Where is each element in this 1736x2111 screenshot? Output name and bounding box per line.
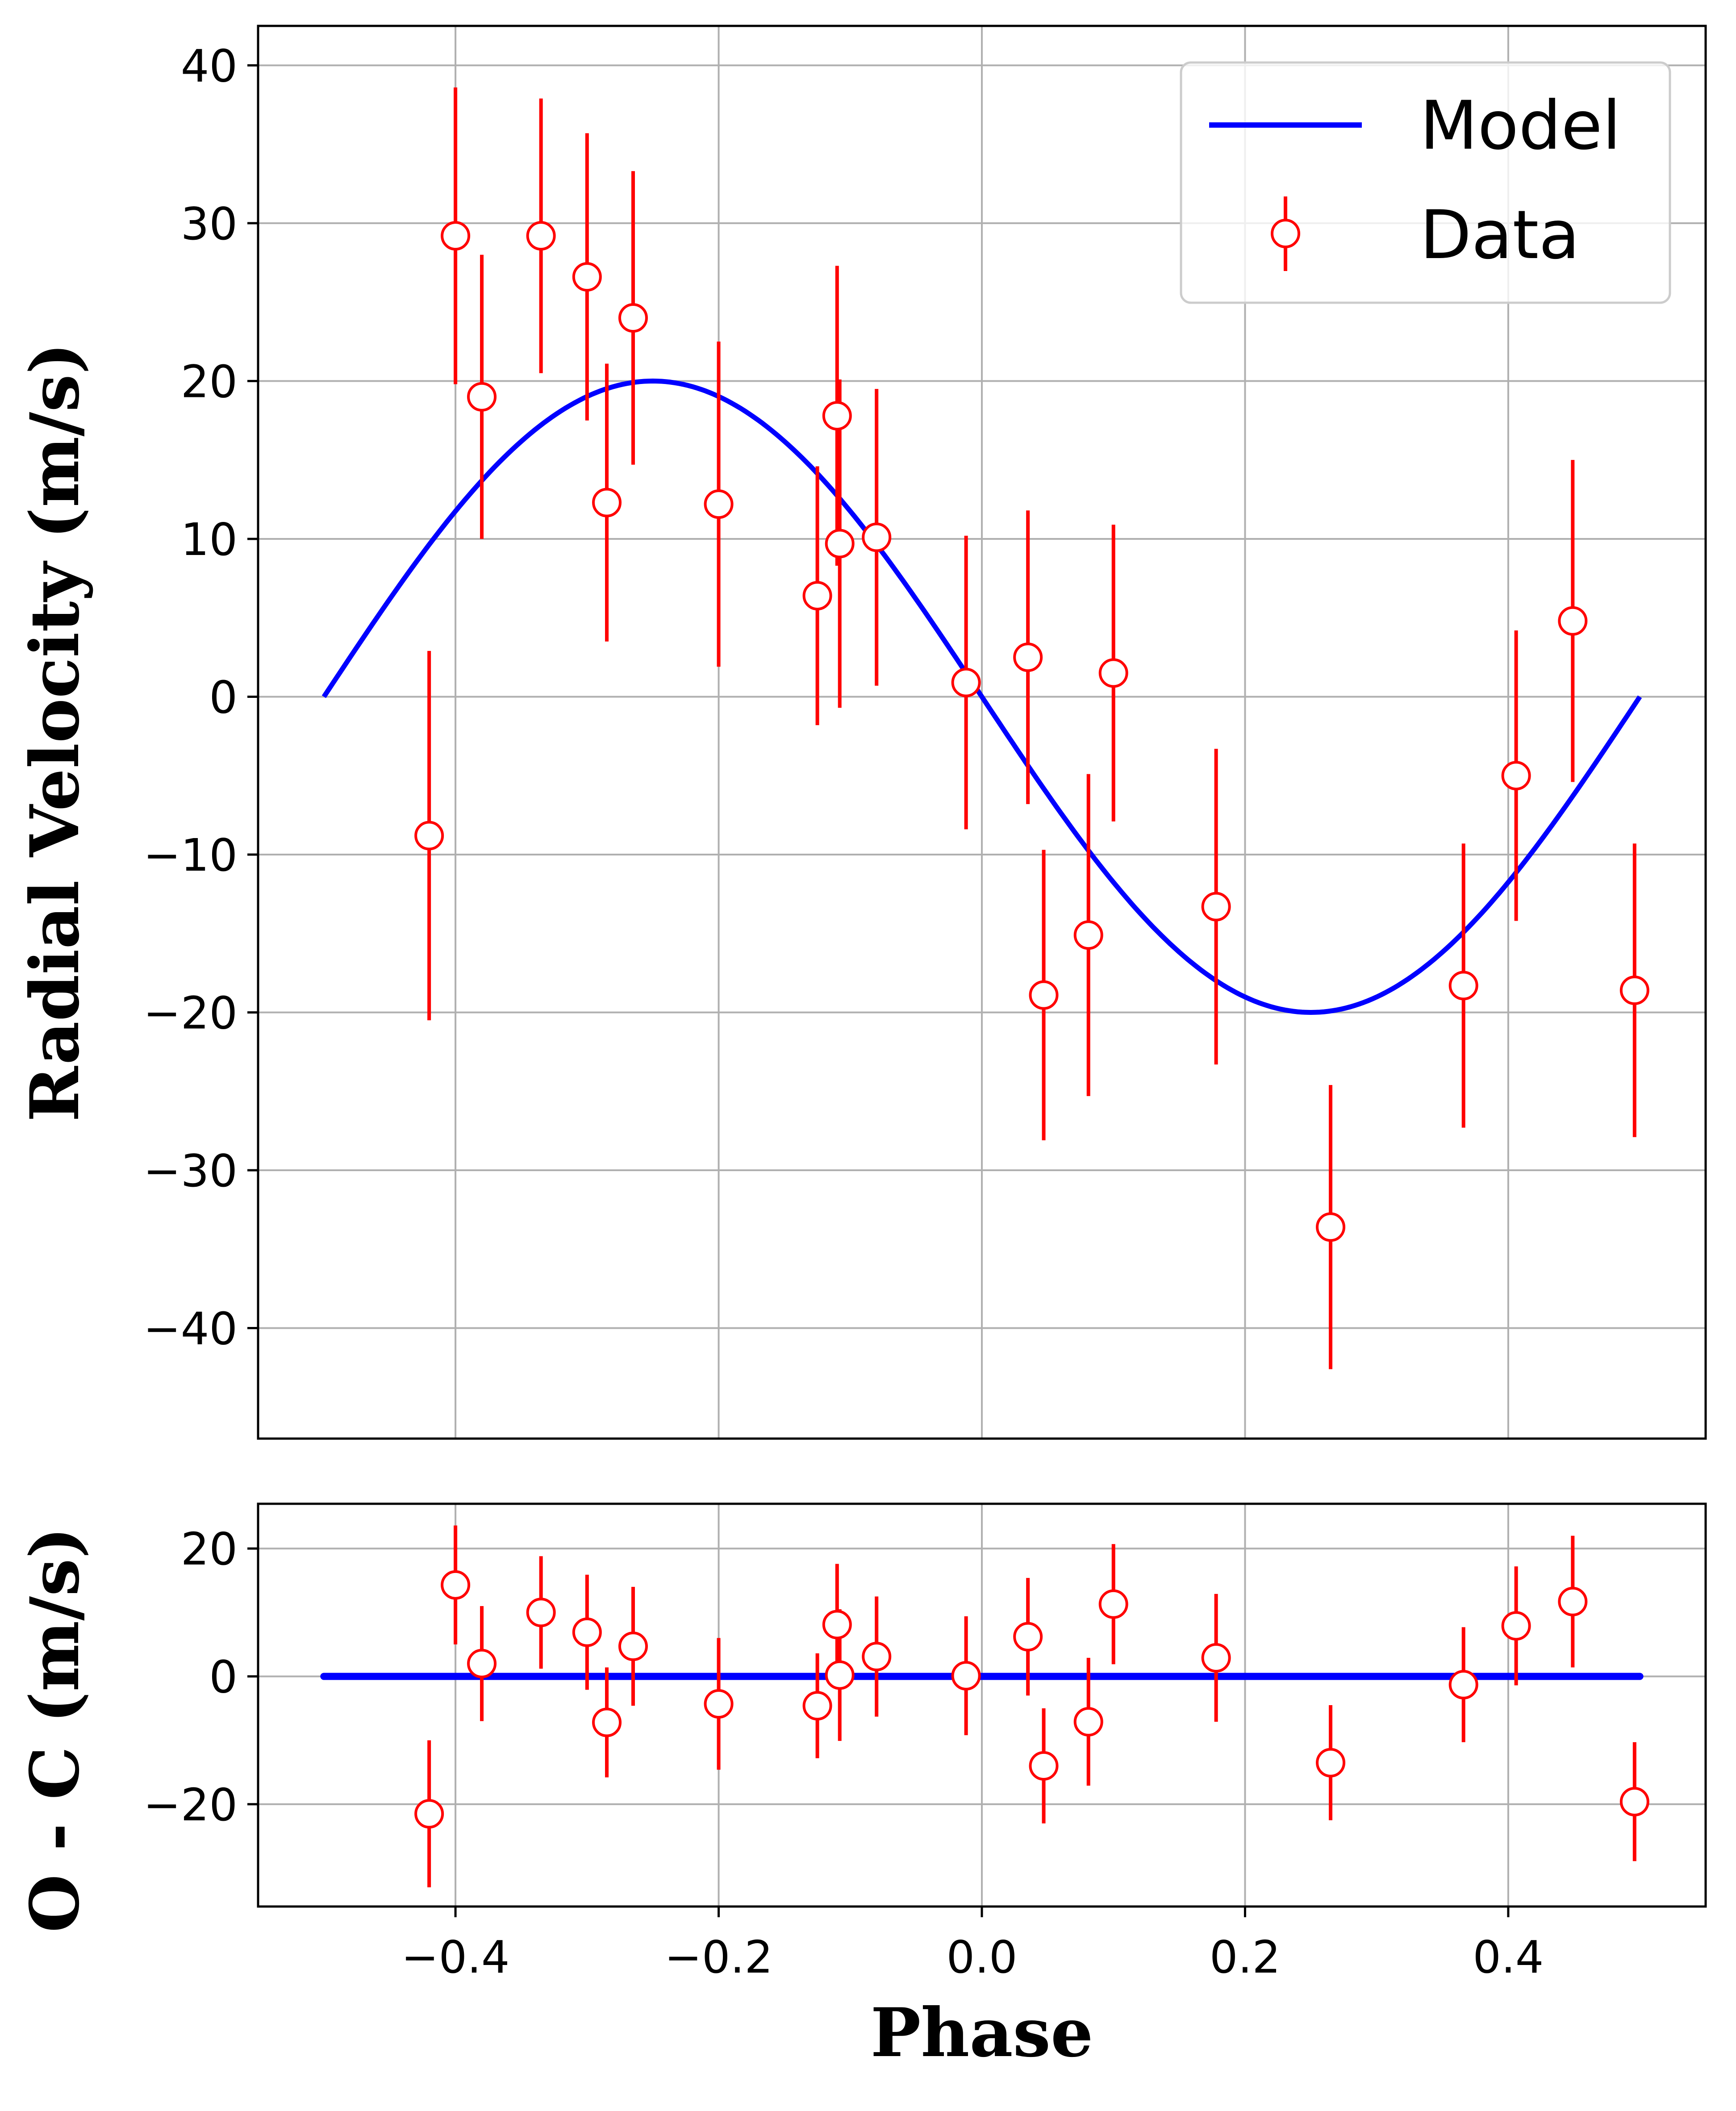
top-y-tick-label: 20 — [181, 355, 238, 408]
residual-point-marker — [1073, 1707, 1103, 1737]
data-point-marker — [1098, 658, 1128, 688]
data-point-marker — [1073, 920, 1103, 950]
top-y-tick-label: 0 — [209, 671, 238, 723]
x-tick-label: 0.0 — [946, 1931, 1017, 1983]
x-tick-label: −0.2 — [664, 1931, 773, 1983]
residual-point-marker — [802, 1691, 832, 1721]
x-tick-label: −0.4 — [401, 1931, 510, 1983]
data-point-marker — [951, 668, 981, 697]
legend-data-marker — [1271, 219, 1300, 248]
data-point-marker — [704, 489, 734, 519]
residual-points-layer — [414, 1525, 1649, 1888]
residual-point-marker — [1201, 1643, 1231, 1673]
data-point-marker — [1501, 761, 1531, 791]
legend-label-model: Model — [1420, 87, 1621, 165]
data-point-marker — [1558, 606, 1588, 636]
x-tick-label: 0.4 — [1473, 1931, 1544, 1983]
top-y-tick-label: −30 — [143, 1145, 238, 1197]
residual-point-marker — [1029, 1751, 1059, 1781]
data-point-marker — [572, 262, 602, 292]
data-point-marker — [825, 529, 855, 559]
residual-point-marker — [618, 1631, 648, 1661]
residual-point-marker — [414, 1799, 444, 1829]
residual-point-marker — [1619, 1787, 1649, 1817]
y-axis-title: Radial Velocity (m/s) — [16, 342, 94, 1122]
data-points-layer — [414, 87, 1649, 1369]
residual-point-marker — [825, 1660, 855, 1690]
legend: Model Data — [1180, 61, 1671, 304]
residual-point-marker — [1448, 1670, 1478, 1700]
residual-point-marker — [467, 1648, 497, 1678]
residual-point-marker — [1098, 1589, 1128, 1619]
bottom-y-tick-label: 0 — [209, 1651, 238, 1703]
top-y-tick-labels: −40 −30 −20 −10 0 10 20 30 40 — [143, 40, 258, 1355]
residual-point-marker — [1501, 1611, 1531, 1641]
x-axis-title: Phase — [871, 1994, 1093, 2072]
x-tick-label: 0.2 — [1210, 1931, 1281, 1983]
residual-point-marker — [704, 1689, 734, 1719]
residual-point-marker — [441, 1570, 471, 1600]
top-axes-frame — [257, 25, 1707, 1440]
data-point-marker — [1316, 1212, 1346, 1242]
data-point-marker — [1448, 971, 1478, 1001]
data-point-marker — [441, 221, 471, 251]
model-curve-layer — [321, 378, 1642, 1015]
residual-point-marker — [1013, 1622, 1043, 1652]
residual-point-marker — [1316, 1748, 1346, 1777]
x-tick-labels: −0.4 −0.2 0.0 0.2 0.4 — [401, 1907, 1544, 1983]
data-point-marker — [592, 488, 622, 517]
data-point-marker — [822, 401, 852, 431]
top-y-tick-label: −10 — [143, 829, 238, 881]
data-point-marker — [802, 581, 832, 611]
residual-y-axis-title: O - C (m/s) — [16, 1527, 94, 1933]
top-y-tick-label: −40 — [143, 1303, 238, 1355]
legend-label-data: Data — [1420, 196, 1580, 274]
data-point-marker — [1013, 642, 1043, 672]
residuals-panel: −20 0 20 −0.4 −0.2 0.0 0.2 0.4 O - C (m/s) Pha… — [16, 1502, 1707, 2072]
bottom-y-tick-label: −20 — [143, 1779, 238, 1831]
data-point-marker — [1201, 892, 1231, 922]
data-point-marker — [1029, 980, 1059, 1010]
top-y-tick-label: 40 — [181, 40, 238, 92]
residual-point-marker — [572, 1617, 602, 1647]
residual-point-marker — [862, 1642, 892, 1672]
top-y-tick-label: 10 — [181, 513, 238, 566]
residual-point-marker — [951, 1661, 981, 1691]
data-point-marker — [618, 303, 648, 333]
data-point-marker — [526, 221, 556, 251]
residual-point-marker — [822, 1610, 852, 1640]
residual-point-marker — [1558, 1587, 1588, 1617]
model-curve — [321, 378, 1642, 1015]
radial-velocity-panel: −40 −30 −20 −10 0 10 20 30 40 Radial Velocity (m… — [16, 25, 1707, 1440]
residual-point-marker — [592, 1707, 622, 1737]
bottom-y-tick-labels: −20 0 20 — [143, 1523, 258, 1831]
data-point-marker — [414, 821, 444, 851]
top-y-tick-label: −20 — [143, 987, 238, 1039]
bottom-y-tick-label: 20 — [181, 1523, 238, 1575]
data-point-marker — [1619, 976, 1649, 1005]
top-y-tick-label: 30 — [181, 198, 238, 250]
data-point-marker — [467, 382, 497, 412]
data-point-marker — [862, 522, 892, 552]
residual-point-marker — [526, 1598, 556, 1627]
